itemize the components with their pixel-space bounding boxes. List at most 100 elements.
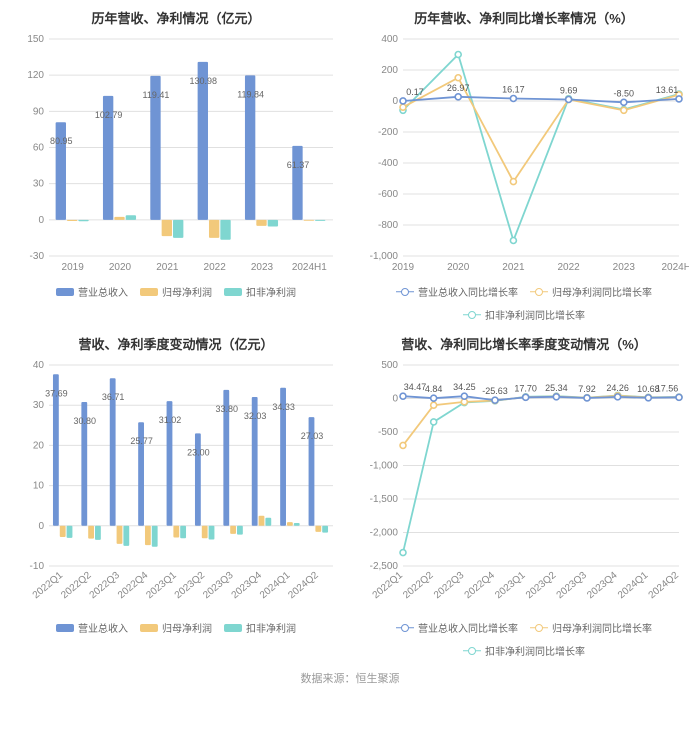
svg-text:25.34: 25.34 — [545, 383, 568, 393]
svg-text:-600: -600 — [378, 189, 398, 200]
svg-text:34.33: 34.33 — [272, 402, 295, 412]
svg-text:26.97: 26.97 — [447, 83, 470, 93]
svg-text:2021: 2021 — [156, 262, 179, 273]
svg-text:2024Q2: 2024Q2 — [647, 570, 682, 602]
svg-text:60: 60 — [33, 143, 45, 154]
svg-text:-10: -10 — [30, 561, 45, 572]
svg-text:2023Q2: 2023Q2 — [524, 570, 559, 602]
legend-label: 营业总收入同比增长率 — [418, 620, 518, 635]
svg-text:2023Q3: 2023Q3 — [201, 570, 236, 602]
svg-text:2022Q1: 2022Q1 — [371, 570, 406, 602]
svg-text:0: 0 — [38, 215, 44, 226]
svg-text:0: 0 — [392, 96, 398, 107]
svg-text:24.26: 24.26 — [606, 383, 629, 393]
svg-text:-400: -400 — [378, 158, 398, 169]
svg-text:32.03: 32.03 — [244, 411, 267, 421]
chart2-legend: 营业总收入同比增长率 归母净利润同比增长率扣非净利润同比增长率 — [356, 284, 692, 322]
svg-text:2022: 2022 — [204, 262, 227, 273]
svg-text:2022Q4: 2022Q4 — [463, 570, 498, 602]
svg-text:2019: 2019 — [62, 262, 85, 273]
svg-text:2023Q1: 2023Q1 — [493, 570, 528, 602]
legend-label: 归母净利润 — [162, 620, 212, 635]
svg-text:37.69: 37.69 — [45, 388, 68, 398]
legend-label: 扣非净利润同比增长率 — [485, 307, 585, 322]
legend-label: 归母净利润 — [162, 284, 212, 299]
svg-text:40: 40 — [33, 360, 45, 371]
svg-text:10: 10 — [33, 481, 45, 492]
legend-item: 归母净利润 — [140, 620, 212, 635]
data-source-footer: 数据来源：恒生聚源 — [6, 670, 694, 686]
svg-text:-500: -500 — [378, 427, 398, 438]
svg-text:400: 400 — [381, 34, 398, 45]
svg-text:9.69: 9.69 — [560, 85, 578, 95]
legend-swatch — [140, 624, 158, 632]
legend-label: 营业总收入同比增长率 — [418, 284, 518, 299]
svg-text:2022Q4: 2022Q4 — [116, 570, 151, 602]
svg-text:-1,000: -1,000 — [370, 461, 399, 472]
legend-swatch — [396, 287, 414, 297]
legend-label: 营业总收入 — [78, 620, 128, 635]
svg-text:31.02: 31.02 — [159, 415, 182, 425]
chart-yearly-growth: 历年营收、净利同比增长率情况（%） -1,000-800-600-400-200… — [354, 4, 694, 326]
chart3-svg: -100102030402022Q12022Q22022Q32022Q42023… — [11, 359, 341, 614]
svg-text:0.17: 0.17 — [406, 87, 424, 97]
chart1-svg: -300306090120150201920202021202220232024… — [11, 33, 341, 278]
svg-text:0: 0 — [38, 521, 44, 532]
chart-quarterly-revenue-profit: 营收、净利季度变动情况（亿元） -100102030402022Q12022Q2… — [6, 330, 346, 662]
svg-text:34.25: 34.25 — [453, 382, 476, 392]
chart4-svg: -2,500-2,000-1,500-1,000-50005002022Q120… — [359, 359, 689, 614]
legend-label: 扣非净利润 — [246, 620, 296, 635]
svg-text:-25.63: -25.63 — [482, 386, 508, 396]
svg-text:13.61: 13.61 — [656, 85, 679, 95]
chart4-title: 营收、净利同比增长率季度变动情况（%） — [401, 334, 647, 353]
svg-text:2023Q4: 2023Q4 — [230, 570, 265, 602]
svg-text:2023Q4: 2023Q4 — [585, 570, 620, 602]
chart1-title: 历年营收、净利情况（亿元） — [91, 8, 260, 27]
svg-text:-800: -800 — [378, 220, 398, 231]
legend-swatch — [463, 646, 481, 656]
svg-text:2022Q2: 2022Q2 — [401, 570, 436, 602]
svg-text:2023Q2: 2023Q2 — [173, 570, 208, 602]
svg-text:150: 150 — [27, 34, 44, 45]
legend-item: 营业总收入同比增长率 — [396, 620, 518, 635]
svg-text:30.80: 30.80 — [74, 416, 97, 426]
chart3-legend: 营业总收入 归母净利润 扣非净利润 — [56, 620, 296, 635]
svg-text:2024H1: 2024H1 — [661, 262, 689, 273]
legend-item: 营业总收入同比增长率 — [396, 284, 518, 299]
legend-label: 归母净利润同比增长率 — [552, 284, 652, 299]
svg-text:-1,000: -1,000 — [370, 251, 399, 262]
svg-text:2019: 2019 — [392, 262, 415, 273]
chart-quarterly-growth: 营收、净利同比增长率季度变动情况（%） -2,500-2,000-1,500-1… — [354, 330, 694, 662]
svg-text:2023Q3: 2023Q3 — [555, 570, 590, 602]
svg-text:2022Q1: 2022Q1 — [31, 570, 66, 602]
legend-item: 营业总收入 — [56, 284, 128, 299]
svg-text:16.17: 16.17 — [502, 84, 525, 94]
svg-text:-200: -200 — [378, 127, 398, 138]
legend-item: 归母净利润同比增长率 — [530, 620, 652, 635]
svg-text:2021: 2021 — [502, 262, 525, 273]
svg-text:2024Q1: 2024Q1 — [616, 570, 651, 602]
svg-text:34.47: 34.47 — [404, 382, 427, 392]
svg-text:2020: 2020 — [109, 262, 132, 273]
svg-text:25.77: 25.77 — [130, 436, 153, 446]
legend-swatch — [224, 624, 242, 632]
legend-item: 归母净利润 — [140, 284, 212, 299]
svg-text:33.80: 33.80 — [216, 404, 239, 414]
svg-text:30: 30 — [33, 179, 45, 190]
svg-text:7.92: 7.92 — [578, 384, 596, 394]
svg-text:17.70: 17.70 — [514, 383, 537, 393]
legend-item: 归母净利润同比增长率 — [530, 284, 652, 299]
legend-label: 扣非净利润同比增长率 — [485, 643, 585, 658]
legend-swatch — [530, 623, 548, 633]
svg-text:2023Q1: 2023Q1 — [144, 570, 179, 602]
svg-text:102.79: 102.79 — [95, 110, 123, 120]
legend-item: 扣非净利润 — [224, 620, 296, 635]
svg-text:17.56: 17.56 — [656, 383, 679, 393]
legend-item: 营业总收入 — [56, 620, 128, 635]
charts-grid: 历年营收、净利情况（亿元） -3003060901201502019202020… — [6, 4, 694, 662]
legend-swatch — [530, 287, 548, 297]
svg-text:2022: 2022 — [557, 262, 580, 273]
svg-text:80.95: 80.95 — [50, 136, 73, 146]
legend-item: 扣非净利润同比增长率 — [463, 307, 585, 322]
chart1-legend: 营业总收入归母净利润扣非净利润 — [56, 284, 296, 299]
